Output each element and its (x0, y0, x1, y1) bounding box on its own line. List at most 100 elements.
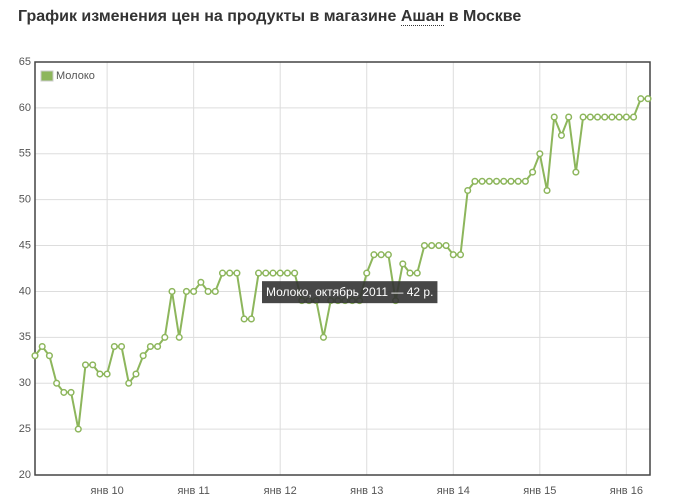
point (53, 379, 61, 387)
title-end: в Москве (448, 8, 522, 25)
point (319, 333, 328, 341)
point (247, 315, 255, 323)
point (291, 269, 299, 277)
point (197, 278, 205, 286)
point (608, 113, 616, 121)
point (601, 113, 609, 121)
point (377, 251, 385, 259)
x-tick-label: янв 11 (177, 485, 209, 497)
point (622, 113, 630, 121)
x-tick-label: янв 16 (610, 485, 643, 497)
point (550, 113, 558, 121)
y-tick-label: 35 (19, 331, 31, 343)
x-tick-label: янв 15 (523, 485, 556, 497)
point (103, 370, 111, 378)
point (262, 269, 270, 277)
y-tick-label: 50 (19, 194, 31, 206)
point (96, 370, 104, 378)
x-tick-label: янв 13 (350, 485, 383, 497)
point (456, 251, 465, 259)
point (565, 113, 573, 121)
point (204, 287, 212, 295)
point (81, 361, 90, 369)
y-tick-label: 20 (19, 469, 31, 481)
point (399, 260, 407, 268)
point (485, 177, 493, 185)
point (464, 186, 472, 195)
point (370, 251, 378, 259)
point (132, 370, 140, 378)
point (125, 379, 133, 387)
point (630, 113, 638, 121)
point (435, 242, 443, 250)
point (146, 342, 154, 351)
point (529, 168, 537, 176)
point (579, 113, 587, 121)
y-tick-label: 55 (19, 148, 31, 160)
point (384, 251, 392, 259)
point (31, 352, 39, 360)
point (218, 269, 227, 277)
line (34, 97, 648, 430)
point (89, 361, 97, 369)
title-text: График изменения цен на продукты в магаз… (18, 8, 397, 25)
chart-title: График изменения цен на продукты в магаз… (18, 8, 521, 26)
point (240, 315, 248, 323)
x-tick-label: янв 12 (264, 485, 297, 497)
point (190, 287, 198, 295)
point (478, 177, 486, 185)
point (74, 425, 82, 433)
point (60, 388, 68, 396)
y-tick-label: 60 (19, 102, 31, 114)
point (283, 269, 291, 277)
point (255, 269, 263, 277)
y-tick-label: 25 (19, 423, 31, 435)
title-link[interactable]: Ашан (400, 8, 445, 26)
point (226, 269, 234, 277)
point (449, 251, 457, 259)
point (269, 269, 277, 277)
tooltip-text: Молоко, октябрь 2011 — 42 р. (266, 285, 433, 299)
point (471, 177, 479, 185)
y-tick-label: 45 (19, 239, 31, 251)
point (168, 287, 176, 295)
point (110, 342, 118, 351)
tooltip-bg (262, 281, 438, 304)
point (161, 333, 169, 341)
point (211, 287, 219, 295)
point (507, 177, 515, 185)
point (67, 388, 75, 396)
point (521, 177, 529, 185)
point (536, 150, 544, 158)
point (637, 95, 645, 103)
point (557, 131, 566, 139)
point (500, 177, 508, 185)
y-tick-label: 65 (19, 56, 31, 68)
y-tick-label: 30 (19, 377, 31, 389)
point (233, 269, 241, 277)
point (406, 269, 414, 277)
point (117, 342, 126, 351)
legend-swatch (40, 70, 54, 82)
point (182, 287, 190, 295)
y-tick-label: 40 (19, 285, 31, 297)
point (45, 352, 53, 360)
plot-frame (34, 61, 651, 476)
point (428, 242, 436, 250)
point (38, 342, 46, 351)
point (644, 95, 652, 103)
point (572, 168, 580, 176)
point (363, 269, 371, 277)
point (593, 113, 602, 121)
point (139, 352, 147, 360)
legend-label: Молоко (56, 70, 95, 82)
point (420, 242, 428, 250)
x-tick-label: янв 10 (91, 485, 124, 497)
point (493, 177, 501, 185)
point (586, 113, 594, 121)
point (514, 177, 522, 185)
point (175, 333, 183, 341)
point (442, 242, 450, 250)
